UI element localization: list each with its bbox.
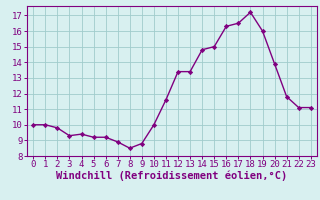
X-axis label: Windchill (Refroidissement éolien,°C): Windchill (Refroidissement éolien,°C) — [56, 171, 288, 181]
